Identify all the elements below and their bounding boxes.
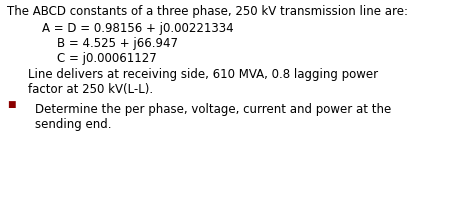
Text: sending end.: sending end.	[35, 117, 111, 130]
Text: ■: ■	[7, 99, 16, 109]
Text: Line delivers at receiving side, 610 MVA, 0.8 lagging power: Line delivers at receiving side, 610 MVA…	[28, 68, 378, 81]
Text: B = 4.525 + j66.947: B = 4.525 + j66.947	[57, 37, 178, 50]
Text: C = j0.00061127: C = j0.00061127	[57, 52, 157, 65]
Text: The ABCD constants of a three phase, 250 kV transmission line are:: The ABCD constants of a three phase, 250…	[7, 5, 408, 18]
Text: factor at 250 kV(L-L).: factor at 250 kV(L-L).	[28, 83, 153, 96]
Text: Determine the per phase, voltage, current and power at the: Determine the per phase, voltage, curren…	[35, 103, 391, 115]
Text: A = D = 0.98156 + j0.00221334: A = D = 0.98156 + j0.00221334	[42, 22, 234, 35]
